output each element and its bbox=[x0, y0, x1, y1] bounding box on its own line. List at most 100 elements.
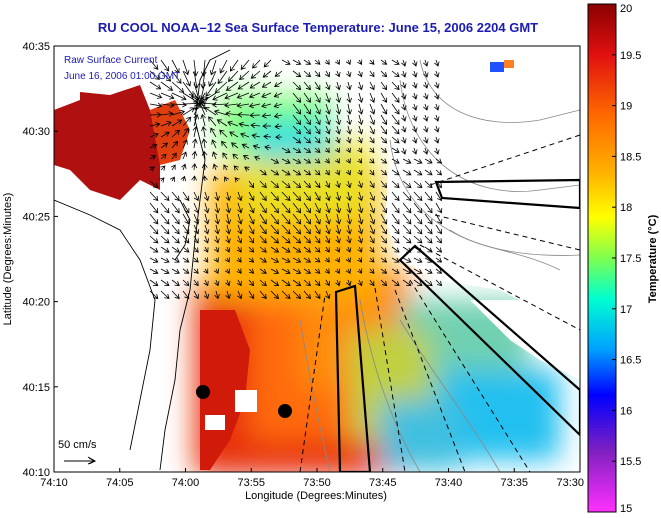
current-vector bbox=[391, 279, 400, 287]
current-vector bbox=[244, 166, 250, 172]
current-vector bbox=[292, 136, 302, 144]
current-vector bbox=[369, 70, 375, 78]
current-vector bbox=[221, 140, 228, 149]
current-vector bbox=[424, 224, 433, 235]
current-vector bbox=[303, 103, 311, 115]
current-vector bbox=[149, 102, 163, 109]
current-vector bbox=[314, 81, 321, 91]
current-vector bbox=[200, 113, 206, 127]
y-axis: 40:35 40:30 40:25 40:20 40:15 40:10 bbox=[22, 41, 58, 479]
current-vector bbox=[345, 147, 352, 154]
current-vector bbox=[292, 92, 302, 103]
current-vector bbox=[380, 81, 388, 91]
current-vector bbox=[391, 125, 400, 135]
current-vector bbox=[237, 81, 250, 90]
current-vector bbox=[424, 235, 433, 244]
current-vector bbox=[181, 151, 188, 160]
scale-label: 50 cm/s bbox=[58, 439, 97, 451]
current-vector bbox=[380, 257, 388, 263]
current-vector bbox=[357, 114, 364, 126]
current-vector bbox=[391, 202, 400, 214]
current-vector bbox=[423, 59, 429, 67]
current-vector bbox=[171, 129, 180, 138]
current-vector bbox=[357, 103, 364, 115]
current-vector bbox=[182, 116, 192, 127]
current-vector bbox=[402, 213, 412, 225]
current-vector bbox=[380, 114, 388, 126]
current-vector bbox=[171, 279, 180, 287]
current-vector bbox=[270, 246, 280, 253]
current-vector bbox=[292, 202, 302, 214]
y-tick-label: 40:20 bbox=[22, 297, 50, 309]
current-vector bbox=[413, 235, 423, 244]
current-vector bbox=[230, 142, 239, 149]
transect-dashed bbox=[409, 279, 531, 472]
current-vector bbox=[261, 112, 272, 119]
current-vector bbox=[423, 136, 429, 144]
current-vector bbox=[222, 152, 228, 160]
current-vector bbox=[273, 102, 283, 109]
current-vector bbox=[270, 213, 279, 225]
current-vector bbox=[270, 169, 280, 176]
current-legend-line2: June 16, 2006 01:00 GMT bbox=[64, 71, 180, 82]
current-vector bbox=[335, 169, 341, 176]
current-vector bbox=[346, 70, 352, 78]
current-vector bbox=[217, 70, 228, 85]
current-vector bbox=[238, 121, 250, 128]
current-vector bbox=[424, 279, 433, 287]
current-vector bbox=[380, 235, 388, 244]
current-vector bbox=[281, 169, 291, 176]
current-vector bbox=[314, 169, 321, 176]
current-vector bbox=[369, 59, 375, 65]
current-vector bbox=[303, 158, 312, 164]
transect-lines bbox=[299, 134, 580, 472]
current-vector bbox=[325, 202, 331, 214]
current-vector bbox=[424, 213, 433, 225]
colorbar-ticks: 20 19.5 19 18.5 18 17.5 17 16.5 16 15.5 15 bbox=[612, 3, 641, 515]
current-vector bbox=[171, 235, 180, 244]
y-tick-label: 40:25 bbox=[22, 211, 50, 223]
current-vector bbox=[412, 59, 418, 67]
current-vector bbox=[435, 202, 443, 214]
current-vector bbox=[334, 257, 340, 263]
current-vector bbox=[171, 109, 186, 116]
current-vector bbox=[270, 257, 280, 263]
current-vector bbox=[369, 246, 375, 253]
current-vector bbox=[423, 125, 429, 133]
current-vector bbox=[357, 169, 363, 176]
current-vector bbox=[182, 59, 190, 76]
current-vector bbox=[213, 257, 219, 263]
current-vector bbox=[345, 268, 351, 274]
current-vector bbox=[369, 279, 375, 287]
current-vector bbox=[325, 235, 331, 244]
current-vector bbox=[346, 202, 353, 214]
current-vector bbox=[193, 257, 199, 263]
current-vector bbox=[292, 235, 302, 244]
current-vector bbox=[380, 202, 388, 214]
current-vector bbox=[413, 279, 423, 287]
current-vector bbox=[281, 224, 291, 235]
current-vector bbox=[225, 213, 232, 225]
current-vector bbox=[345, 246, 352, 253]
current-vector bbox=[314, 59, 321, 65]
current-vector bbox=[357, 125, 364, 135]
current-vector bbox=[292, 180, 302, 189]
current-vector bbox=[413, 213, 423, 225]
se-mask bbox=[470, 300, 580, 380]
current-vector bbox=[401, 59, 407, 67]
current-vector bbox=[259, 202, 267, 214]
current-vector bbox=[249, 112, 261, 119]
current-vector bbox=[345, 158, 351, 164]
current-vector bbox=[292, 59, 302, 65]
current-vector bbox=[225, 246, 231, 253]
current-vector bbox=[149, 202, 159, 214]
x-tick-label: 73:45 bbox=[369, 477, 397, 489]
current-vector bbox=[314, 246, 321, 253]
current-vector bbox=[225, 110, 239, 117]
current-vector bbox=[203, 279, 209, 287]
current-vector bbox=[380, 59, 388, 65]
current-vector bbox=[412, 92, 418, 100]
current-vector bbox=[357, 213, 364, 225]
current-vector bbox=[303, 224, 311, 235]
